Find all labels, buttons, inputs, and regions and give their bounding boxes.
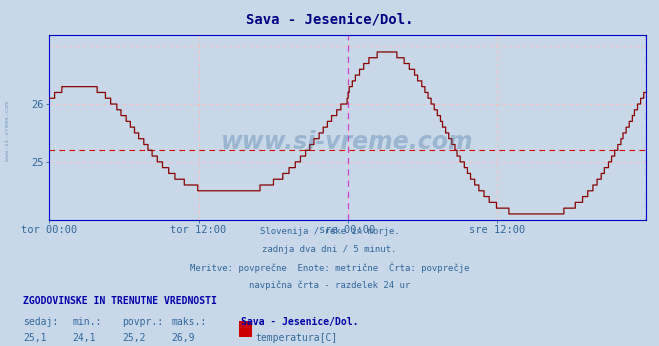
- Text: 25,2: 25,2: [122, 333, 146, 343]
- Text: Meritve: povprečne  Enote: metrične  Črta: povprečje: Meritve: povprečne Enote: metrične Črta:…: [190, 263, 469, 273]
- Text: Sava - Jesenice/Dol.: Sava - Jesenice/Dol.: [246, 12, 413, 26]
- Text: www.si-vreme.com: www.si-vreme.com: [5, 101, 11, 162]
- Text: ZGODOVINSKE IN TRENUTNE VREDNOSTI: ZGODOVINSKE IN TRENUTNE VREDNOSTI: [23, 296, 217, 306]
- Text: temperatura[C]: temperatura[C]: [256, 333, 338, 343]
- Text: Sava - Jesenice/Dol.: Sava - Jesenice/Dol.: [241, 317, 358, 327]
- Text: navpična črta - razdelek 24 ur: navpična črta - razdelek 24 ur: [249, 281, 410, 290]
- Text: www.si-vreme.com: www.si-vreme.com: [221, 130, 474, 154]
- Text: 24,1: 24,1: [72, 333, 96, 343]
- Text: Slovenija / reke in morje.: Slovenija / reke in morje.: [260, 227, 399, 236]
- Text: 25,1: 25,1: [23, 333, 47, 343]
- Text: maks.:: maks.:: [171, 317, 206, 327]
- Text: 26,9: 26,9: [171, 333, 195, 343]
- Text: povpr.:: povpr.:: [122, 317, 163, 327]
- Text: min.:: min.:: [72, 317, 102, 327]
- Text: sedaj:: sedaj:: [23, 317, 58, 327]
- Text: zadnja dva dni / 5 minut.: zadnja dva dni / 5 minut.: [262, 245, 397, 254]
